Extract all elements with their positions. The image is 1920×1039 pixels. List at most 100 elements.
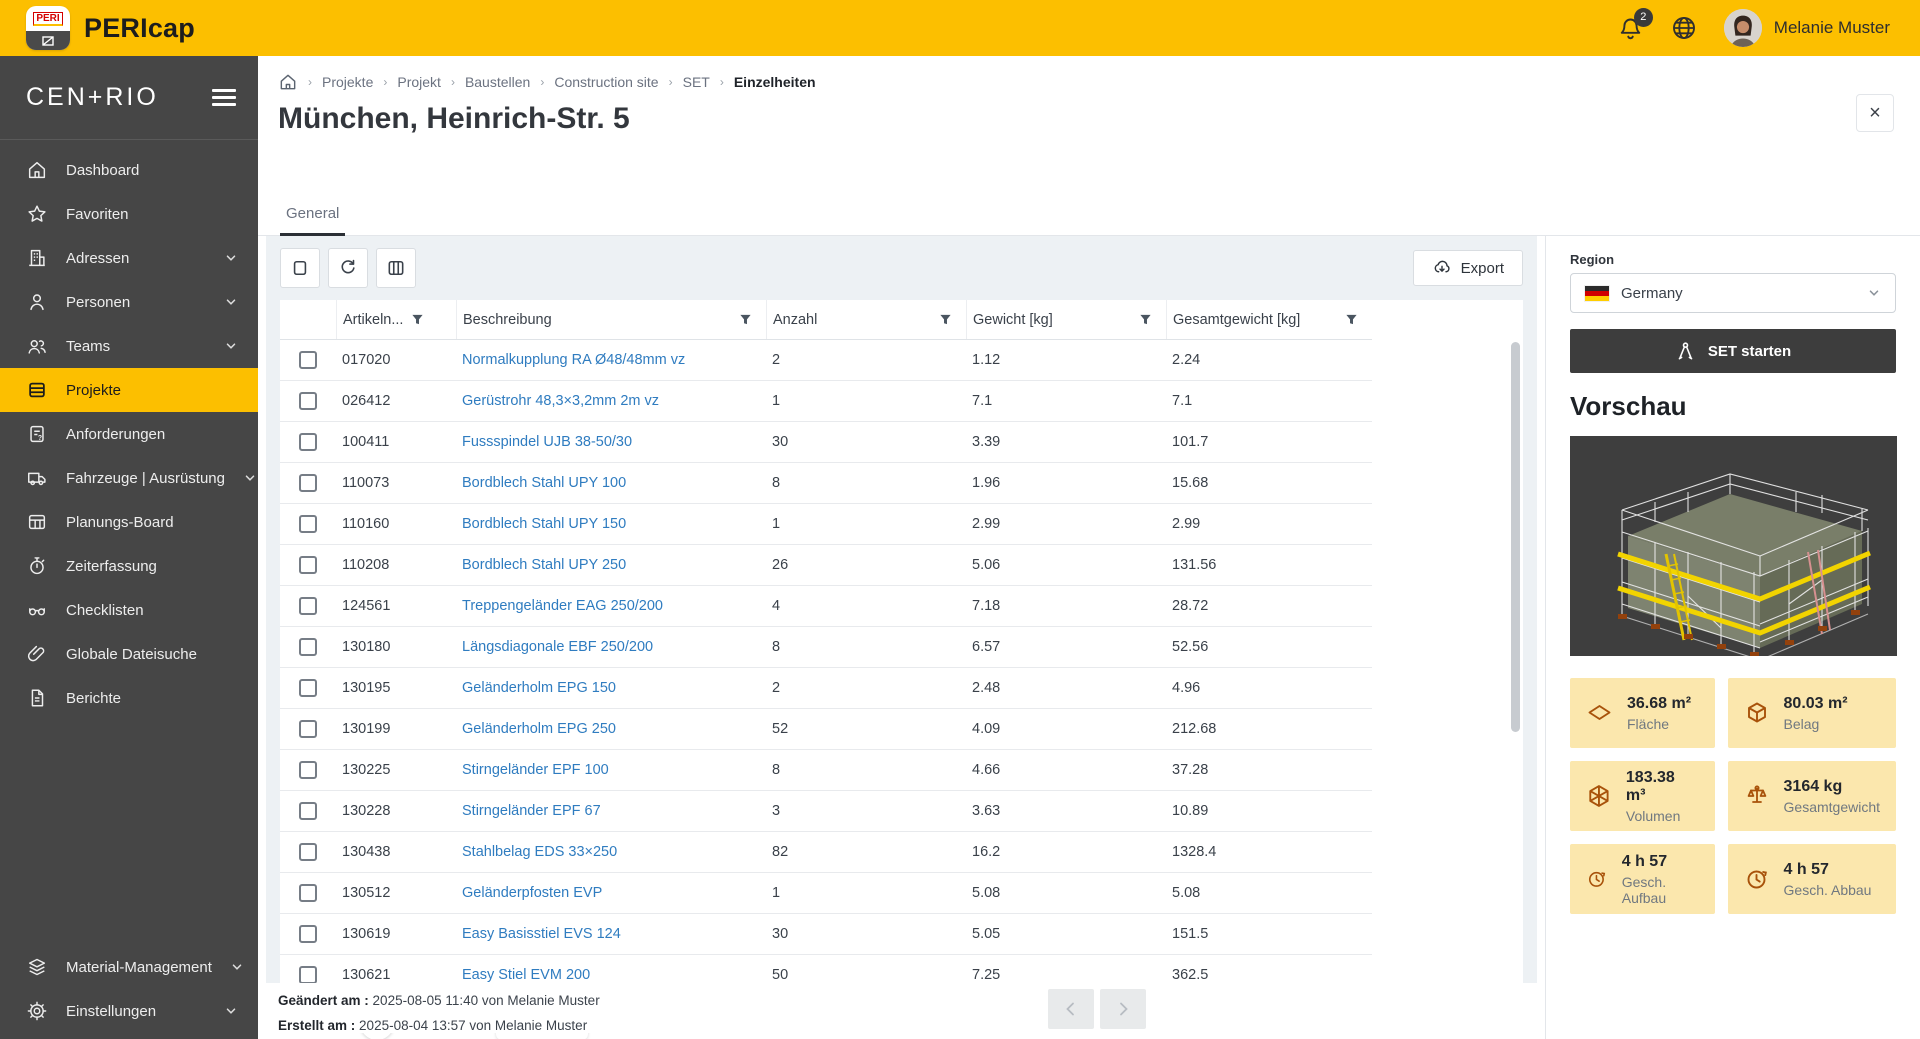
cell-gesamtgewicht: 7.1 <box>1172 393 1193 409</box>
sidebar-item-einstellungen[interactable]: Einstellungen <box>0 989 258 1033</box>
sidebar-item-material-management[interactable]: Material-Management <box>0 945 258 989</box>
export-button[interactable]: Export <box>1412 250 1523 286</box>
table-row[interactable]: 017020 Normalkupplung RA Ø48/48mm vz 2 1… <box>280 340 1372 381</box>
row-checkbox[interactable] <box>299 720 317 738</box>
column-header-gewicht[interactable]: Gewicht [kg] <box>966 300 1166 339</box>
table-row[interactable]: 130199 Geländerholm EPG 250 52 4.09 212.… <box>280 709 1372 750</box>
sidebar-item-personen[interactable]: Personen <box>0 280 258 324</box>
row-checkbox[interactable] <box>299 679 317 697</box>
sidebar-item-favoriten[interactable]: Favoriten <box>0 192 258 236</box>
sidebar-item-projekte[interactable]: Projekte <box>0 368 258 412</box>
table-row[interactable]: 130225 Stirngeländer EPF 100 8 4.66 37.2… <box>280 750 1372 791</box>
filter-icon[interactable] <box>1345 313 1358 326</box>
row-checkbox[interactable] <box>299 597 317 615</box>
table-row[interactable]: 124561 Treppengeländer EAG 250/200 4 7.1… <box>280 586 1372 627</box>
select-mode-button[interactable] <box>280 248 320 288</box>
row-checkbox[interactable] <box>299 474 317 492</box>
app-logo[interactable]: PERI PERIcap <box>0 6 195 50</box>
table-row[interactable]: 110208 Bordblech Stahl UPY 250 26 5.06 1… <box>280 545 1372 586</box>
article-link[interactable]: Easy Basisstiel EVS 124 <box>462 926 621 942</box>
table-row[interactable]: 130512 Geländerpfosten EVP 1 5.08 5.08 <box>280 873 1372 914</box>
article-link[interactable]: Geländerholm EPG 250 <box>462 721 616 737</box>
close-button[interactable]: × <box>1856 94 1894 132</box>
refresh-button[interactable] <box>328 248 368 288</box>
table-row[interactable]: 130438 Stahlbelag EDS 33×250 82 16.2 132… <box>280 832 1372 873</box>
article-link[interactable]: Bordblech Stahl UPY 150 <box>462 516 627 532</box>
article-link[interactable]: Bordblech Stahl UPY 100 <box>462 475 627 491</box>
table-row[interactable]: 110073 Bordblech Stahl UPY 100 8 1.96 15… <box>280 463 1372 504</box>
sidebar-item-globale-dateisuche[interactable]: Globale Dateisuche <box>0 632 258 676</box>
row-checkbox[interactable] <box>299 802 317 820</box>
language-globe-icon[interactable] <box>1670 14 1698 42</box>
filter-icon[interactable] <box>739 313 752 326</box>
sidebar-item-adressen[interactable]: Adressen <box>0 236 258 280</box>
breadcrumb-projekte[interactable]: Projekte <box>322 74 374 90</box>
filter-icon[interactable] <box>939 313 952 326</box>
menu-toggle-icon[interactable] <box>212 85 236 111</box>
sidebar-item-checklisten[interactable]: Checklisten <box>0 588 258 632</box>
row-checkbox[interactable] <box>299 761 317 779</box>
article-link[interactable]: Stirngeländer EPF 100 <box>462 762 609 778</box>
row-checkbox[interactable] <box>299 966 317 984</box>
article-link[interactable]: Bordblech Stahl UPY 250 <box>462 557 627 573</box>
column-chooser-button[interactable] <box>376 248 416 288</box>
table-row[interactable]: 100411 Fussspindel UJB 38-50/30 30 3.39 … <box>280 422 1372 463</box>
column-header-anzahl[interactable]: Anzahl <box>766 300 966 339</box>
row-checkbox[interactable] <box>299 433 317 451</box>
table-row[interactable]: 130180 Längsdiagonale EBF 250/200 8 6.57… <box>280 627 1372 668</box>
row-checkbox[interactable] <box>299 638 317 656</box>
set-starten-button[interactable]: SET starten <box>1570 329 1896 373</box>
breadcrumb-set[interactable]: SET <box>682 74 710 90</box>
user-menu[interactable]: Melanie Muster <box>1723 9 1890 47</box>
column-header-gesamtgewicht[interactable]: Gesamtgewicht [kg] <box>1166 300 1372 339</box>
region-select[interactable]: Germany <box>1570 273 1896 313</box>
article-link[interactable]: Easy Stiel EVM 200 <box>462 967 591 983</box>
record-meta: Geändert am : 2025-08-05 11:40 von Melan… <box>266 983 1537 1033</box>
table-row[interactable]: 130195 Geländerholm EPG 150 2 2.48 4.96 <box>280 668 1372 709</box>
building-icon <box>29 249 45 267</box>
cell-gesamtgewicht: 10.89 <box>1172 803 1209 819</box>
tab-general[interactable]: General <box>280 194 346 236</box>
table-row[interactable]: 026412 Gerüstrohr 48,3×3,2mm 2m vz 1 7.1… <box>280 381 1372 422</box>
sidebar-item-teams[interactable]: Teams <box>0 324 258 368</box>
cell-gewicht: 4.66 <box>972 762 1001 778</box>
row-checkbox[interactable] <box>299 556 317 574</box>
sidebar-item-anforderungen[interactable]: ? Anforderungen <box>0 412 258 456</box>
filter-icon[interactable] <box>411 313 424 326</box>
row-checkbox[interactable] <box>299 351 317 369</box>
table-row[interactable]: 130619 Easy Basisstiel EVS 124 30 5.05 1… <box>280 914 1372 955</box>
home-breadcrumb-icon[interactable] <box>278 72 298 92</box>
breadcrumb-projekt[interactable]: Projekt <box>397 74 441 90</box>
notifications-button[interactable]: 2 <box>1617 7 1653 42</box>
row-checkbox[interactable] <box>299 925 317 943</box>
article-link[interactable]: Stirngeländer EPF 67 <box>462 803 601 819</box>
table-row[interactable]: 130228 Stirngeländer EPF 67 3 3.63 10.89 <box>280 791 1372 832</box>
sidebar-item-dashboard[interactable]: Dashboard <box>0 148 258 192</box>
article-link[interactable]: Geländerpfosten EVP <box>462 885 603 901</box>
article-link[interactable]: Geländerholm EPG 150 <box>462 680 616 696</box>
sidebar-item-fahrzeuge[interactable]: Fahrzeuge | Ausrüstung <box>0 456 258 500</box>
column-header-artikelnummer[interactable]: Artikeln... <box>336 300 456 339</box>
row-checkbox[interactable] <box>299 884 317 902</box>
table-row[interactable]: 110160 Bordblech Stahl UPY 150 1 2.99 2.… <box>280 504 1372 545</box>
record-next-button[interactable] <box>1100 989 1146 1029</box>
filter-icon[interactable] <box>1139 313 1152 326</box>
sidebar-item-zeiterfassung[interactable]: Zeiterfassung <box>0 544 258 588</box>
table-scrollbar[interactable] <box>1511 342 1520 732</box>
breadcrumb-baustellen[interactable]: Baustellen <box>464 74 531 90</box>
column-header-beschreibung[interactable]: Beschreibung <box>456 300 766 339</box>
article-link[interactable]: Längsdiagonale EBF 250/200 <box>462 639 654 655</box>
article-link[interactable]: Treppengeländer EAG 250/200 <box>462 598 663 614</box>
row-checkbox[interactable] <box>299 515 317 533</box>
row-checkbox[interactable] <box>299 392 317 410</box>
breadcrumb-construction-site[interactable]: Construction site <box>554 74 659 90</box>
article-link[interactable]: Gerüstrohr 48,3×3,2mm 2m vz <box>462 393 660 409</box>
record-prev-button[interactable] <box>1048 989 1094 1029</box>
sidebar-item-berichte[interactable]: Berichte <box>0 676 258 720</box>
article-link[interactable]: Fussspindel UJB 38-50/30 <box>462 434 633 450</box>
stat-card-aufbau: 4 h 57 Gesch. Aufbau <box>1570 844 1715 914</box>
row-checkbox[interactable] <box>299 843 317 861</box>
sidebar-item-planungs-board[interactable]: Planungs-Board <box>0 500 258 544</box>
article-link[interactable]: Normalkupplung RA Ø48/48mm vz <box>462 352 686 368</box>
article-link[interactable]: Stahlbelag EDS 33×250 <box>462 844 618 860</box>
